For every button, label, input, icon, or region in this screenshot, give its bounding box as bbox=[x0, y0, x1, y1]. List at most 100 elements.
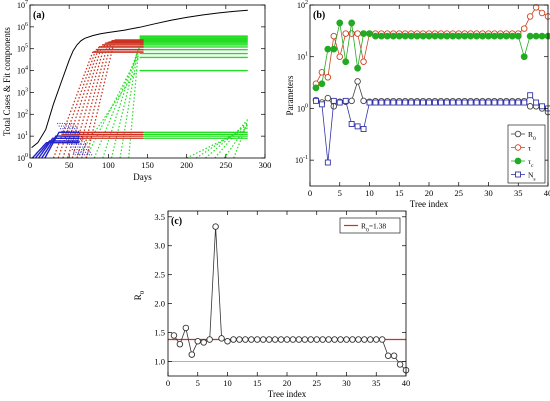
x-tick-label: 10 bbox=[365, 188, 374, 198]
data-point bbox=[527, 92, 534, 99]
data-point bbox=[354, 78, 361, 85]
tick-base: 10 bbox=[17, 67, 25, 76]
data-point bbox=[407, 32, 415, 40]
data-point bbox=[532, 4, 540, 11]
data-point bbox=[360, 30, 367, 37]
data-point bbox=[384, 352, 392, 359]
fit-component-early-dotted bbox=[64, 122, 84, 157]
data-point bbox=[366, 30, 373, 37]
total-cases-line bbox=[31, 9, 248, 148]
data-point bbox=[390, 352, 398, 359]
data-point bbox=[496, 32, 504, 40]
tick-base: 10 bbox=[17, 110, 25, 119]
data-point bbox=[432, 99, 438, 106]
data-point bbox=[253, 336, 261, 343]
data-point bbox=[289, 336, 297, 343]
y-tick-label: 100 bbox=[297, 103, 308, 113]
y-axis-label: R0 bbox=[133, 290, 146, 300]
data-point bbox=[414, 99, 421, 106]
series-line bbox=[315, 6, 549, 84]
legend-label: τ bbox=[528, 144, 531, 153]
data-point bbox=[325, 336, 332, 343]
legend-box bbox=[339, 217, 401, 234]
tick-base: 10 bbox=[17, 132, 25, 141]
y-tick-label: 1.0 bbox=[154, 357, 165, 367]
tick-base: 10 bbox=[295, 156, 303, 165]
data-point bbox=[360, 97, 367, 105]
data-point bbox=[336, 99, 343, 106]
y-tick-label: 1.5 bbox=[154, 328, 165, 338]
fit-component-late-rise bbox=[110, 46, 141, 159]
series-line bbox=[315, 94, 549, 163]
data-point bbox=[194, 338, 201, 345]
legend-marker bbox=[514, 130, 522, 138]
data-point bbox=[348, 97, 355, 105]
data-point bbox=[331, 336, 338, 343]
data-point bbox=[348, 121, 355, 127]
data-point bbox=[355, 336, 362, 343]
y-tick-label: 105 bbox=[17, 44, 28, 54]
data-point bbox=[455, 99, 462, 106]
data-point bbox=[336, 53, 344, 60]
panel-label: (b) bbox=[313, 10, 325, 21]
fit-component-early bbox=[41, 135, 80, 159]
x-tick-label: 30 bbox=[484, 188, 493, 198]
fit-component-early bbox=[34, 140, 80, 159]
tick-exponent: 3 bbox=[25, 87, 28, 93]
data-point bbox=[395, 32, 403, 40]
data-point bbox=[390, 99, 397, 106]
tick-exponent: 0 bbox=[305, 103, 308, 109]
data-point bbox=[479, 32, 486, 40]
data-point bbox=[265, 336, 273, 343]
data-point bbox=[533, 99, 540, 106]
data-point bbox=[271, 336, 279, 343]
series-line bbox=[315, 80, 549, 113]
data-point bbox=[212, 223, 219, 230]
data-point bbox=[295, 336, 303, 343]
fit-component-middle-rise bbox=[57, 49, 97, 159]
x-tick-label: 0 bbox=[166, 378, 170, 388]
label-subscript: 0 bbox=[139, 290, 146, 294]
data-point bbox=[539, 103, 545, 110]
x-tick-label: 5 bbox=[196, 378, 200, 388]
data-point bbox=[455, 32, 463, 40]
data-point bbox=[384, 99, 391, 106]
data-point bbox=[520, 25, 528, 32]
tick-exponent: 7 bbox=[25, 0, 28, 6]
data-point bbox=[218, 335, 225, 342]
tick-exponent: 1 bbox=[305, 52, 308, 58]
y-tick-label: 3.0 bbox=[154, 241, 165, 251]
label-base: τ bbox=[528, 157, 531, 166]
tick-base: 10 bbox=[297, 104, 305, 113]
data-point bbox=[383, 32, 391, 40]
data-point bbox=[544, 32, 550, 40]
x-tick-label: 20 bbox=[425, 188, 434, 198]
data-point bbox=[485, 99, 492, 106]
data-point bbox=[301, 336, 309, 343]
fit-component-early-dotted bbox=[73, 122, 94, 157]
data-point bbox=[526, 13, 534, 20]
data-point bbox=[467, 32, 475, 40]
data-point bbox=[343, 336, 350, 343]
x-tick-label: 15 bbox=[253, 378, 262, 388]
data-point bbox=[473, 32, 481, 40]
data-point bbox=[508, 32, 516, 40]
x-tick-label: 15 bbox=[395, 188, 404, 198]
legend-marker bbox=[514, 144, 522, 151]
x-tick-label: 150 bbox=[141, 160, 154, 170]
x-tick-label: 0 bbox=[28, 160, 32, 170]
data-point bbox=[449, 32, 457, 40]
data-point bbox=[224, 338, 231, 345]
data-point bbox=[473, 99, 480, 106]
data-point bbox=[236, 336, 243, 343]
tick-exponent: 4 bbox=[25, 66, 28, 72]
data-point bbox=[401, 32, 409, 40]
x-tick-label: 30 bbox=[342, 378, 351, 388]
fit-component-late-rise bbox=[102, 51, 138, 159]
x-tick-label: 100 bbox=[102, 160, 115, 170]
data-point bbox=[342, 30, 349, 37]
data-point bbox=[248, 336, 255, 343]
tick-exponent: 6 bbox=[25, 22, 28, 28]
data-point bbox=[431, 32, 439, 40]
fit-component-middle-rise bbox=[71, 42, 106, 159]
